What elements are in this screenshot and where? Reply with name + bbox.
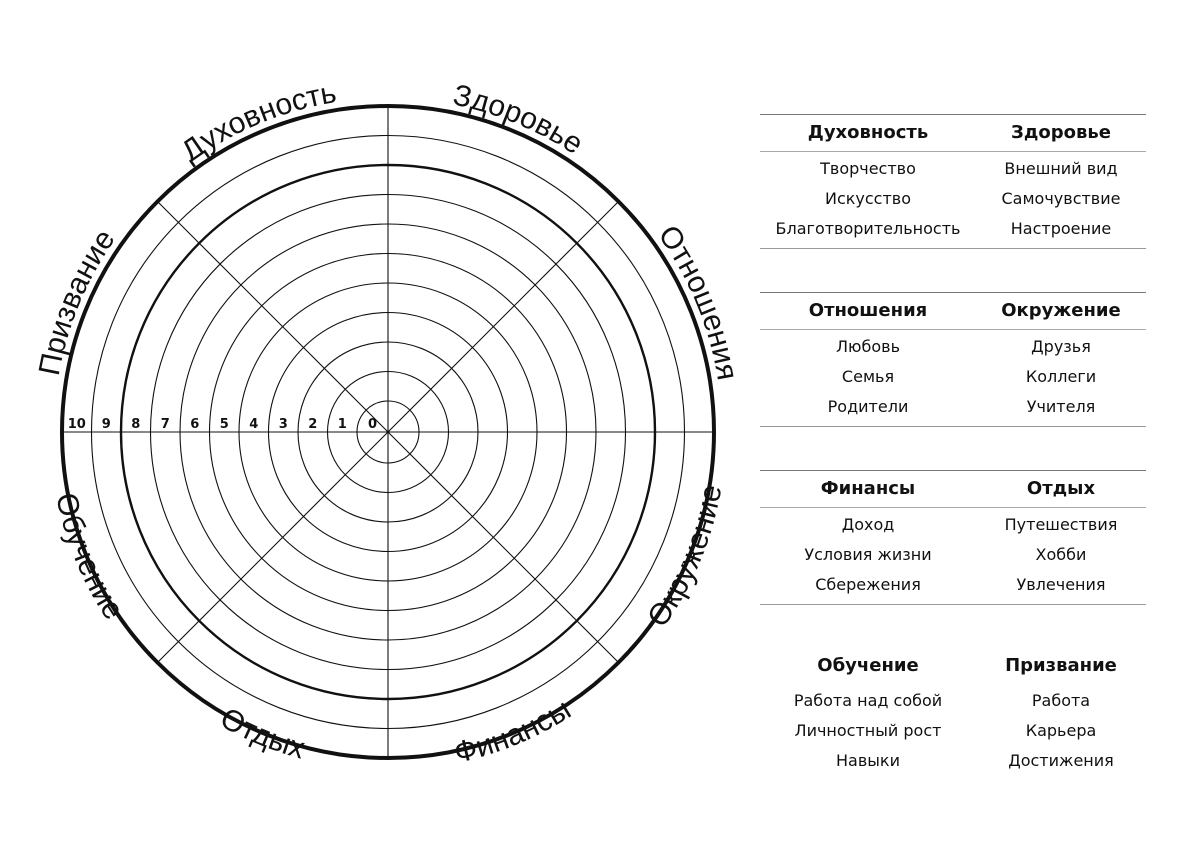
scale-label: 10: [68, 417, 86, 432]
category-group: Отношения Окружение Любовь Семья Родител…: [760, 292, 1146, 427]
category-group-items: Доход Условия жизни Сбережения Путешеств…: [760, 508, 1146, 605]
scale-label: 6: [190, 417, 199, 432]
category-group: Финансы Отдых Доход Условия жизни Сбереж…: [760, 470, 1146, 605]
segment-label-prizvanie: Призвание: [33, 224, 122, 378]
category-item: Увлечения: [1016, 575, 1106, 594]
segment-label-zdorovye: Здоровье: [450, 79, 589, 161]
category-items: Доход Условия жизни Сбережения: [760, 510, 976, 600]
category-group-items: Работа над собой Личностный рост Навыки …: [760, 684, 1146, 780]
category-item: Искусство: [824, 189, 912, 208]
category-items: Работа над собой Личностный рост Навыки: [760, 686, 976, 776]
segment-label-otdykh: Отдых: [215, 702, 309, 766]
category-title: Призвание: [1005, 655, 1117, 676]
category-group-header: Обучение Призвание: [760, 648, 1146, 684]
category-item: Любовь: [835, 337, 900, 356]
category-item: Работа над собой: [793, 691, 943, 710]
scale-label: 4: [249, 417, 258, 432]
segment-label-okruzhenie: Окружение: [641, 482, 728, 633]
scale-label: 8: [131, 417, 140, 432]
life-balance-wheel: 10 9 8 7 6 5 4 3 2 1 0 Духовность Здоровье Отношен…: [33, 76, 744, 770]
category-group: Обучение Призвание Работа над собой Личн…: [760, 648, 1146, 780]
category-group-header: Отношения Окружение: [760, 293, 1146, 330]
category-title: Отдых: [1026, 478, 1096, 499]
segment-label-finansy: Финансы: [451, 693, 577, 770]
scale-label: 1: [338, 417, 347, 432]
category-item: Внешний вид: [1004, 159, 1118, 178]
scale-label: 2: [308, 417, 317, 432]
wheel-spoke: [387, 431, 619, 663]
category-item: Благотворительность: [775, 219, 961, 238]
category-items: Любовь Семья Родители: [760, 332, 976, 422]
category-item: Доход: [841, 515, 895, 534]
category-item: Навыки: [836, 751, 900, 770]
category-title: Отношения: [808, 300, 928, 321]
wheel-spoke: [157, 431, 389, 663]
wheel-scale: 10 9 8 7 6 5 4 3 2 1 0: [68, 417, 377, 432]
category-item: Друзья: [1031, 337, 1091, 356]
category-items: Работа Карьера Достижения: [976, 686, 1146, 776]
category-group-header: Финансы Отдых: [760, 471, 1146, 508]
category-item: Коллеги: [1025, 367, 1097, 386]
category-item: Путешествия: [1004, 515, 1118, 534]
scale-label: 3: [279, 417, 288, 432]
category-item: Родители: [827, 397, 909, 416]
wheel-spokes: [62, 106, 714, 758]
segment-label-dukhovnost: Духовность: [175, 76, 338, 168]
wheel-spoke: [157, 201, 389, 433]
wheel-spoke: [387, 201, 619, 433]
scale-label: 5: [220, 417, 229, 432]
category-item: Сбережения: [815, 575, 921, 594]
category-items: Творчество Искусство Благотворительность: [760, 154, 976, 244]
category-item: Условия жизни: [804, 545, 932, 564]
segment-label-otnosheniya: Отношения: [652, 220, 744, 383]
category-group-items: Творчество Искусство Благотворительность…: [760, 152, 1146, 249]
category-item: Настроение: [1010, 219, 1112, 238]
category-title: Духовность: [807, 122, 929, 143]
scale-label: 7: [161, 417, 170, 432]
category-group-items: Любовь Семья Родители Друзья Коллеги Учи…: [760, 330, 1146, 427]
category-title: Обучение: [817, 655, 919, 676]
category-item: Работа: [1031, 691, 1091, 710]
category-item: Самочувствие: [1001, 189, 1121, 208]
category-title: Финансы: [820, 478, 916, 499]
category-item: Творчество: [820, 159, 916, 178]
category-item: Учителя: [1026, 397, 1096, 416]
category-item: Достижения: [1008, 751, 1114, 770]
scale-label: 9: [102, 417, 111, 432]
category-items: Путешествия Хобби Увлечения: [976, 510, 1146, 600]
category-item: Карьера: [1025, 721, 1097, 740]
category-item: Семья: [841, 367, 895, 386]
segment-label-obuchenie: Обучение: [49, 490, 130, 626]
category-title: Здоровье: [1011, 122, 1111, 143]
category-group: Духовность Здоровье Творчество Искусство…: [760, 114, 1146, 249]
category-items: Внешний вид Самочувствие Настроение: [976, 154, 1146, 244]
category-items: Друзья Коллеги Учителя: [976, 332, 1146, 422]
categories-table: Духовность Здоровье Творчество Искусство…: [760, 114, 1146, 823]
category-item: Хобби: [1035, 545, 1087, 564]
scale-label: 0: [368, 417, 377, 432]
category-title: Окружение: [1001, 300, 1121, 321]
category-item: Личностный рост: [794, 721, 942, 740]
category-group-header: Духовность Здоровье: [760, 115, 1146, 152]
